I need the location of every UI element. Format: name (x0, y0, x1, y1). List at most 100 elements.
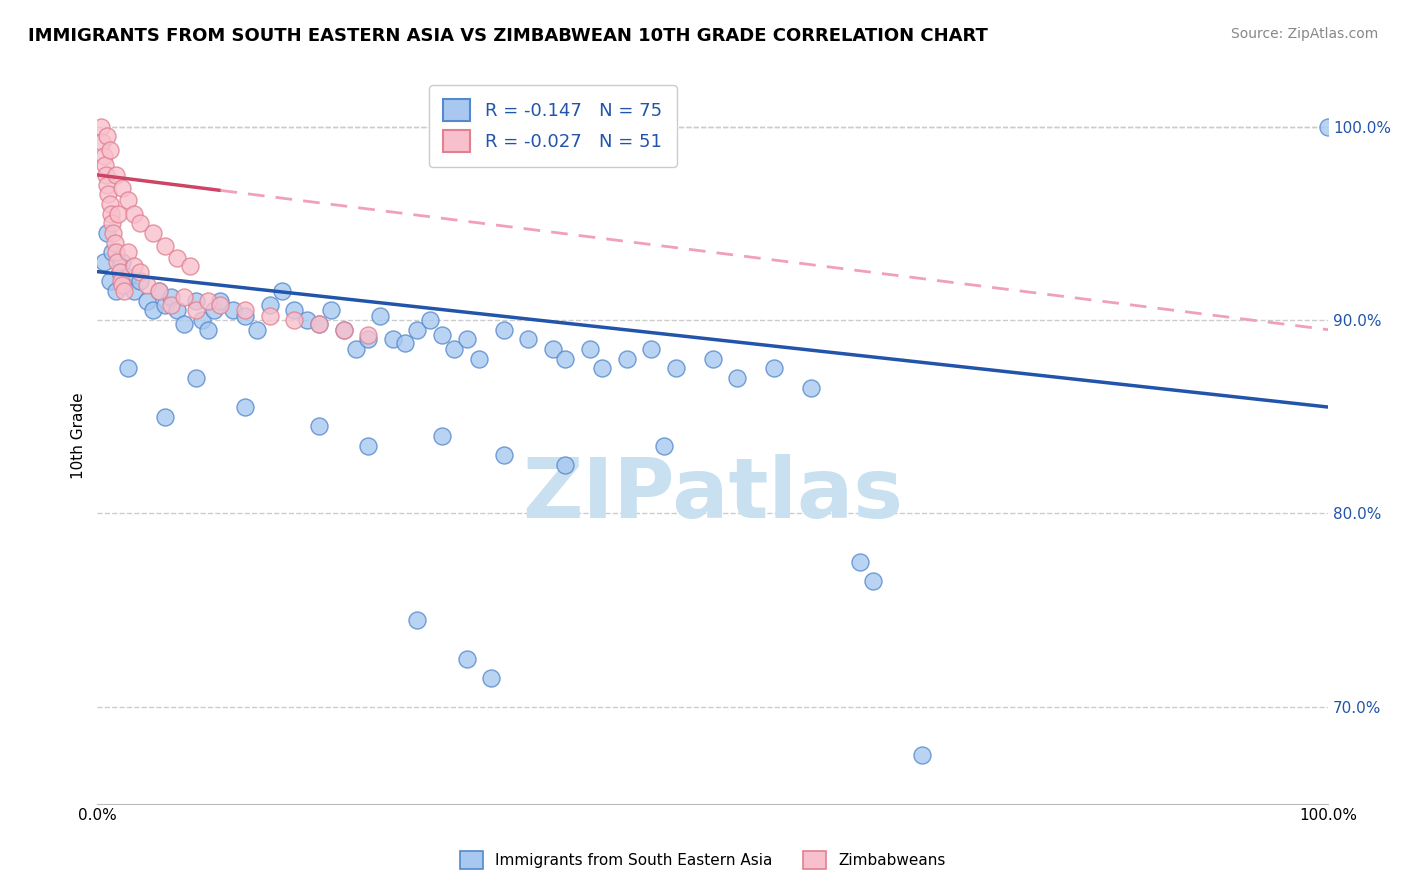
Point (117, 270, 139, 285)
Point (430, 429, 453, 443)
Point (419, 313, 441, 327)
Point (370, 309, 392, 323)
Point (179, 259, 201, 273)
Point (108, 265, 131, 279)
Point (862, 574, 884, 589)
Point (357, 439, 380, 453)
Point (166, 303, 188, 318)
Point (153, 239, 176, 253)
Point (111, 278, 134, 293)
Point (233, 303, 256, 318)
Point (725, 371, 748, 385)
Point (103, 235, 125, 250)
Point (492, 449, 515, 463)
Point (259, 309, 281, 323)
Point (173, 317, 195, 331)
Point (110, 274, 132, 288)
Point (160, 297, 183, 311)
Point (541, 342, 564, 356)
Point (148, 284, 170, 298)
Point (308, 317, 330, 331)
Point (142, 303, 165, 318)
Point (1317, 120, 1340, 134)
Point (381, 332, 404, 346)
Point (197, 323, 219, 337)
Point (202, 303, 225, 318)
Point (135, 278, 157, 293)
Legend: R = -0.147   N = 75, R = -0.027   N = 51: R = -0.147 N = 75, R = -0.027 N = 51 (429, 85, 676, 167)
Point (184, 371, 207, 385)
Point (578, 342, 600, 356)
Point (702, 351, 724, 366)
Point (153, 297, 176, 311)
Point (209, 293, 232, 308)
Point (96, 226, 118, 240)
Point (104, 284, 127, 298)
Point (117, 245, 139, 260)
Point (117, 193, 139, 207)
Point (101, 245, 124, 260)
Point (104, 168, 127, 182)
Point (321, 303, 343, 318)
Point (406, 323, 429, 337)
Point (308, 419, 330, 434)
Point (160, 290, 183, 304)
Point (763, 361, 786, 376)
Point (591, 361, 613, 376)
Point (430, 328, 453, 343)
Point (443, 342, 465, 356)
Point (153, 409, 176, 424)
Point (332, 323, 354, 337)
Point (124, 206, 146, 220)
Point (357, 332, 380, 346)
Point (517, 332, 540, 346)
Point (652, 439, 675, 453)
Point (344, 342, 367, 356)
Point (259, 297, 281, 311)
Point (101, 216, 124, 230)
Point (98, 143, 121, 157)
Point (124, 259, 146, 273)
Point (129, 265, 152, 279)
Text: ZIPatlas: ZIPatlas (522, 454, 903, 535)
Point (98, 274, 121, 288)
Point (97, 187, 120, 202)
Point (124, 284, 146, 298)
Point (96, 178, 118, 192)
Y-axis label: 10th Grade: 10th Grade (72, 392, 86, 479)
Point (233, 400, 256, 414)
Point (640, 342, 662, 356)
Point (93, 148, 115, 162)
Point (283, 303, 305, 318)
Legend: Immigrants from South Eastern Asia, Zimbabweans: Immigrants from South Eastern Asia, Zimb… (454, 845, 952, 875)
Point (129, 216, 152, 230)
Point (233, 309, 256, 323)
Point (184, 293, 207, 308)
Point (479, 671, 502, 685)
Point (108, 265, 131, 279)
Point (209, 297, 232, 311)
Point (129, 274, 152, 288)
Point (166, 251, 188, 265)
Point (112, 278, 135, 293)
Point (107, 206, 129, 220)
Point (148, 284, 170, 298)
Point (222, 303, 245, 318)
Point (173, 290, 195, 304)
Point (456, 332, 478, 346)
Point (142, 226, 165, 240)
Point (406, 613, 429, 627)
Text: Source: ZipAtlas.com: Source: ZipAtlas.com (1230, 27, 1378, 41)
Point (184, 303, 207, 318)
Point (93, 255, 115, 269)
Point (332, 323, 354, 337)
Point (112, 284, 135, 298)
Point (456, 651, 478, 665)
Point (135, 293, 157, 308)
Point (271, 284, 294, 298)
Point (94, 168, 117, 182)
Point (111, 181, 134, 195)
Point (283, 313, 305, 327)
Point (616, 351, 638, 366)
Point (103, 226, 125, 240)
